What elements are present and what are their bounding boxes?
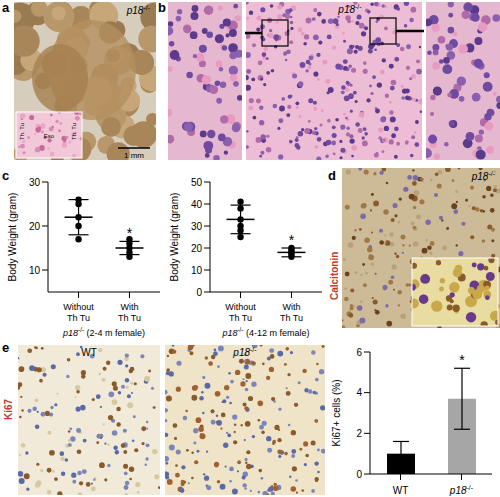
svg-text:Ki67: Ki67 bbox=[8, 398, 14, 420]
svg-text:d: d bbox=[328, 168, 336, 183]
svg-text:WithTh Tu: WithTh Tu bbox=[118, 302, 141, 323]
svg-text:c: c bbox=[8, 168, 9, 183]
svg-text:40: 40 bbox=[191, 199, 203, 210]
svg-text:10: 10 bbox=[191, 265, 203, 276]
svg-text:*: * bbox=[459, 352, 465, 368]
svg-text:1 mm: 1 mm bbox=[124, 151, 144, 160]
svg-text:p18-/-: p18-/- bbox=[337, 3, 362, 15]
svg-text:b: b bbox=[158, 0, 166, 15]
svg-text:*: * bbox=[289, 232, 295, 248]
svg-text:p18-/- (2-4 m female): p18-/- (2-4 m female) bbox=[62, 326, 145, 338]
svg-text:WithoutTh Tu: WithoutTh Tu bbox=[63, 302, 94, 323]
svg-text:Th. Tu: Th. Tu bbox=[71, 123, 77, 140]
svg-text:WT: WT bbox=[393, 485, 409, 496]
svg-text:p18-/-: p18-/- bbox=[471, 170, 492, 182]
svg-text:0: 0 bbox=[196, 287, 202, 298]
svg-text:Th. Tu: Th. Tu bbox=[19, 123, 25, 140]
svg-text:Eso: Eso bbox=[44, 133, 55, 139]
svg-text:30: 30 bbox=[191, 221, 203, 232]
svg-text:Ki67+ cells (%): Ki67+ cells (%) bbox=[331, 380, 342, 447]
svg-text:30: 30 bbox=[29, 177, 41, 188]
svg-text:2: 2 bbox=[356, 428, 362, 439]
svg-text:50: 50 bbox=[191, 177, 203, 188]
svg-text:20: 20 bbox=[29, 221, 41, 232]
svg-text:WithoutTh Tu: WithoutTh Tu bbox=[225, 302, 256, 323]
svg-text:p18-/-: p18-/- bbox=[126, 4, 151, 16]
svg-text:p18-/-: p18-/- bbox=[449, 484, 474, 496]
svg-text:4: 4 bbox=[356, 387, 362, 398]
svg-text:Calcitonin: Calcitonin bbox=[329, 252, 340, 300]
svg-text:10: 10 bbox=[29, 265, 41, 276]
svg-text:0: 0 bbox=[356, 469, 362, 480]
svg-text:Body Weight (gram): Body Weight (gram) bbox=[169, 193, 180, 282]
svg-text:WithTh Tu: WithTh Tu bbox=[280, 302, 303, 323]
svg-text:*: * bbox=[127, 225, 133, 241]
svg-text:Body Weight (gram): Body Weight (gram) bbox=[8, 193, 18, 282]
svg-text:p18-/-: p18-/- bbox=[232, 346, 257, 358]
svg-text:p18-/- (4-12 m female): p18-/- (4-12 m female) bbox=[221, 326, 309, 338]
svg-text:WT: WT bbox=[81, 347, 97, 358]
svg-text:a: a bbox=[8, 0, 10, 15]
svg-text:20: 20 bbox=[191, 243, 203, 254]
svg-text:e: e bbox=[8, 340, 9, 355]
svg-text:6: 6 bbox=[356, 347, 362, 358]
